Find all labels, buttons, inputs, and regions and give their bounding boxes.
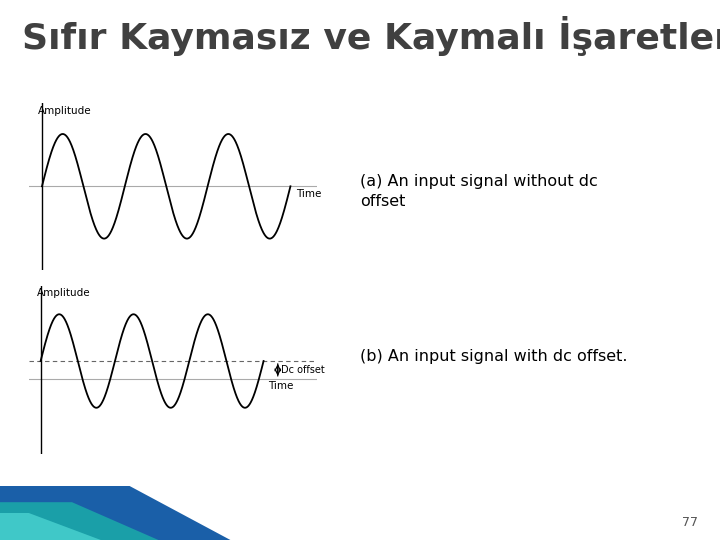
Text: Time: Time — [296, 189, 321, 199]
Text: (a) An input signal without dc
offset: (a) An input signal without dc offset — [360, 174, 598, 209]
Text: Time: Time — [269, 381, 294, 391]
Text: Dc offset: Dc offset — [282, 365, 325, 375]
Text: Sıfır Kaymasız ve Kaymalı İşaretler: Sıfır Kaymasız ve Kaymalı İşaretler — [22, 16, 720, 56]
Text: Amplitude: Amplitude — [38, 106, 91, 116]
Text: (b) An input signal with dc offset.: (b) An input signal with dc offset. — [360, 349, 628, 364]
Text: 77: 77 — [683, 516, 698, 529]
Text: Amplitude: Amplitude — [37, 288, 91, 298]
